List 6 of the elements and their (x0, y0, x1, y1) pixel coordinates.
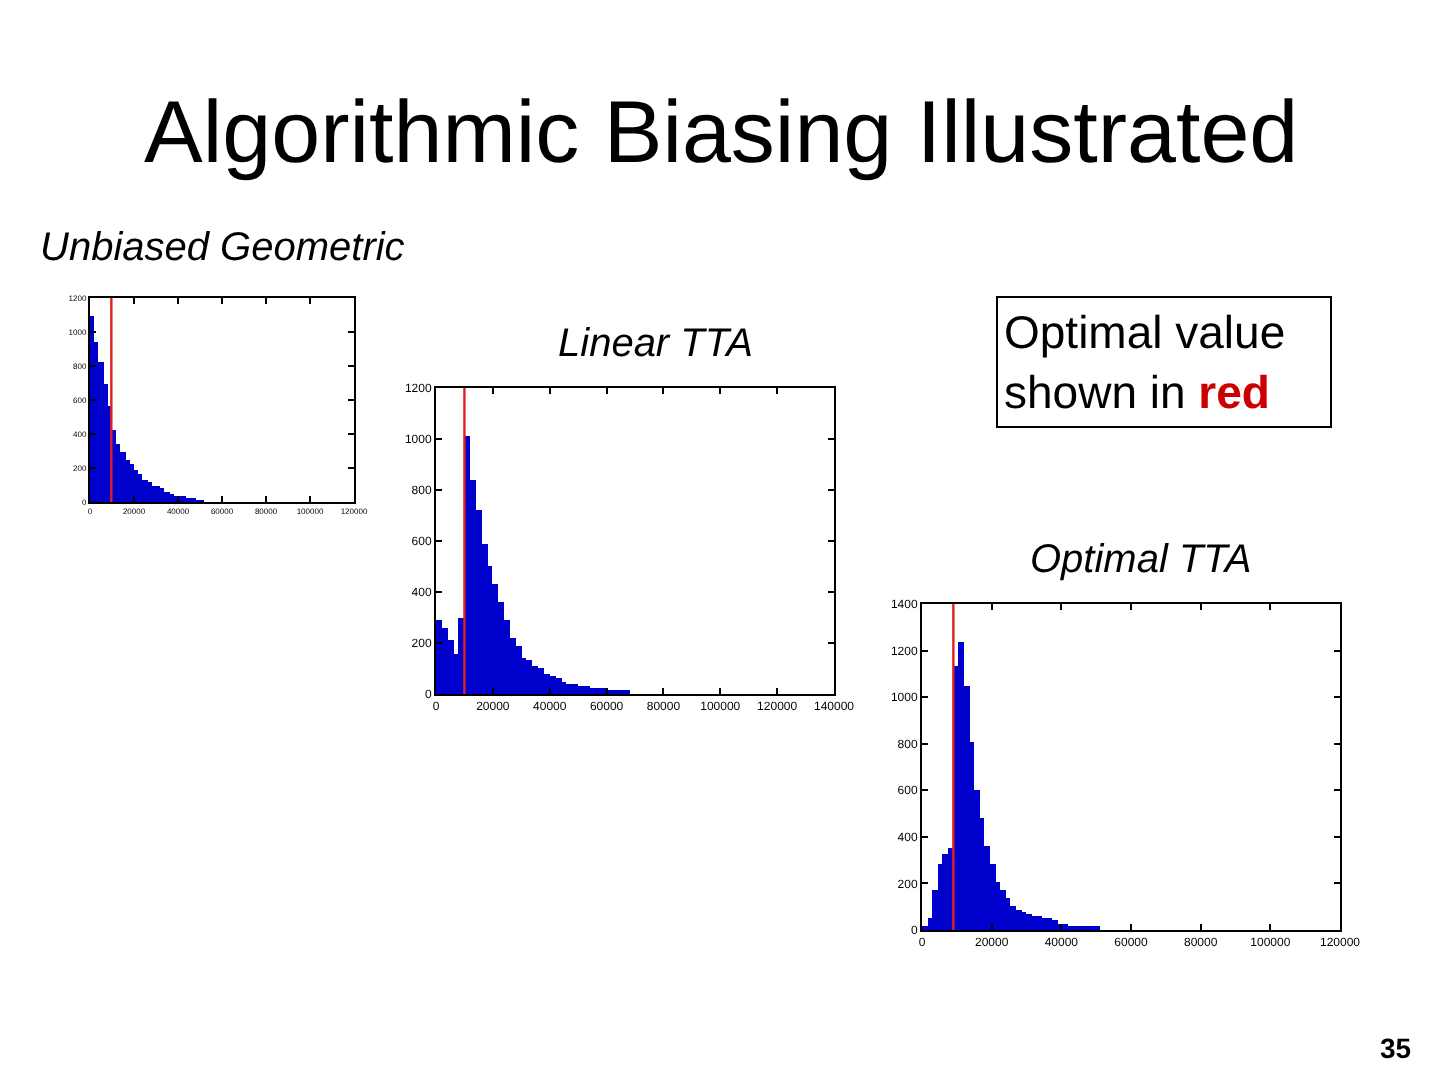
text: 35 (1380, 1032, 1412, 1064)
text: Algorithmic Biasing Illustrated (144, 84, 1299, 182)
text: Optimal value shown in red (1004, 306, 1286, 418)
chart-title: Optimal TTA (1030, 538, 1252, 582)
chart-title: Unbiased Geometric (40, 226, 405, 270)
chart-title: Linear TTA (558, 322, 753, 366)
